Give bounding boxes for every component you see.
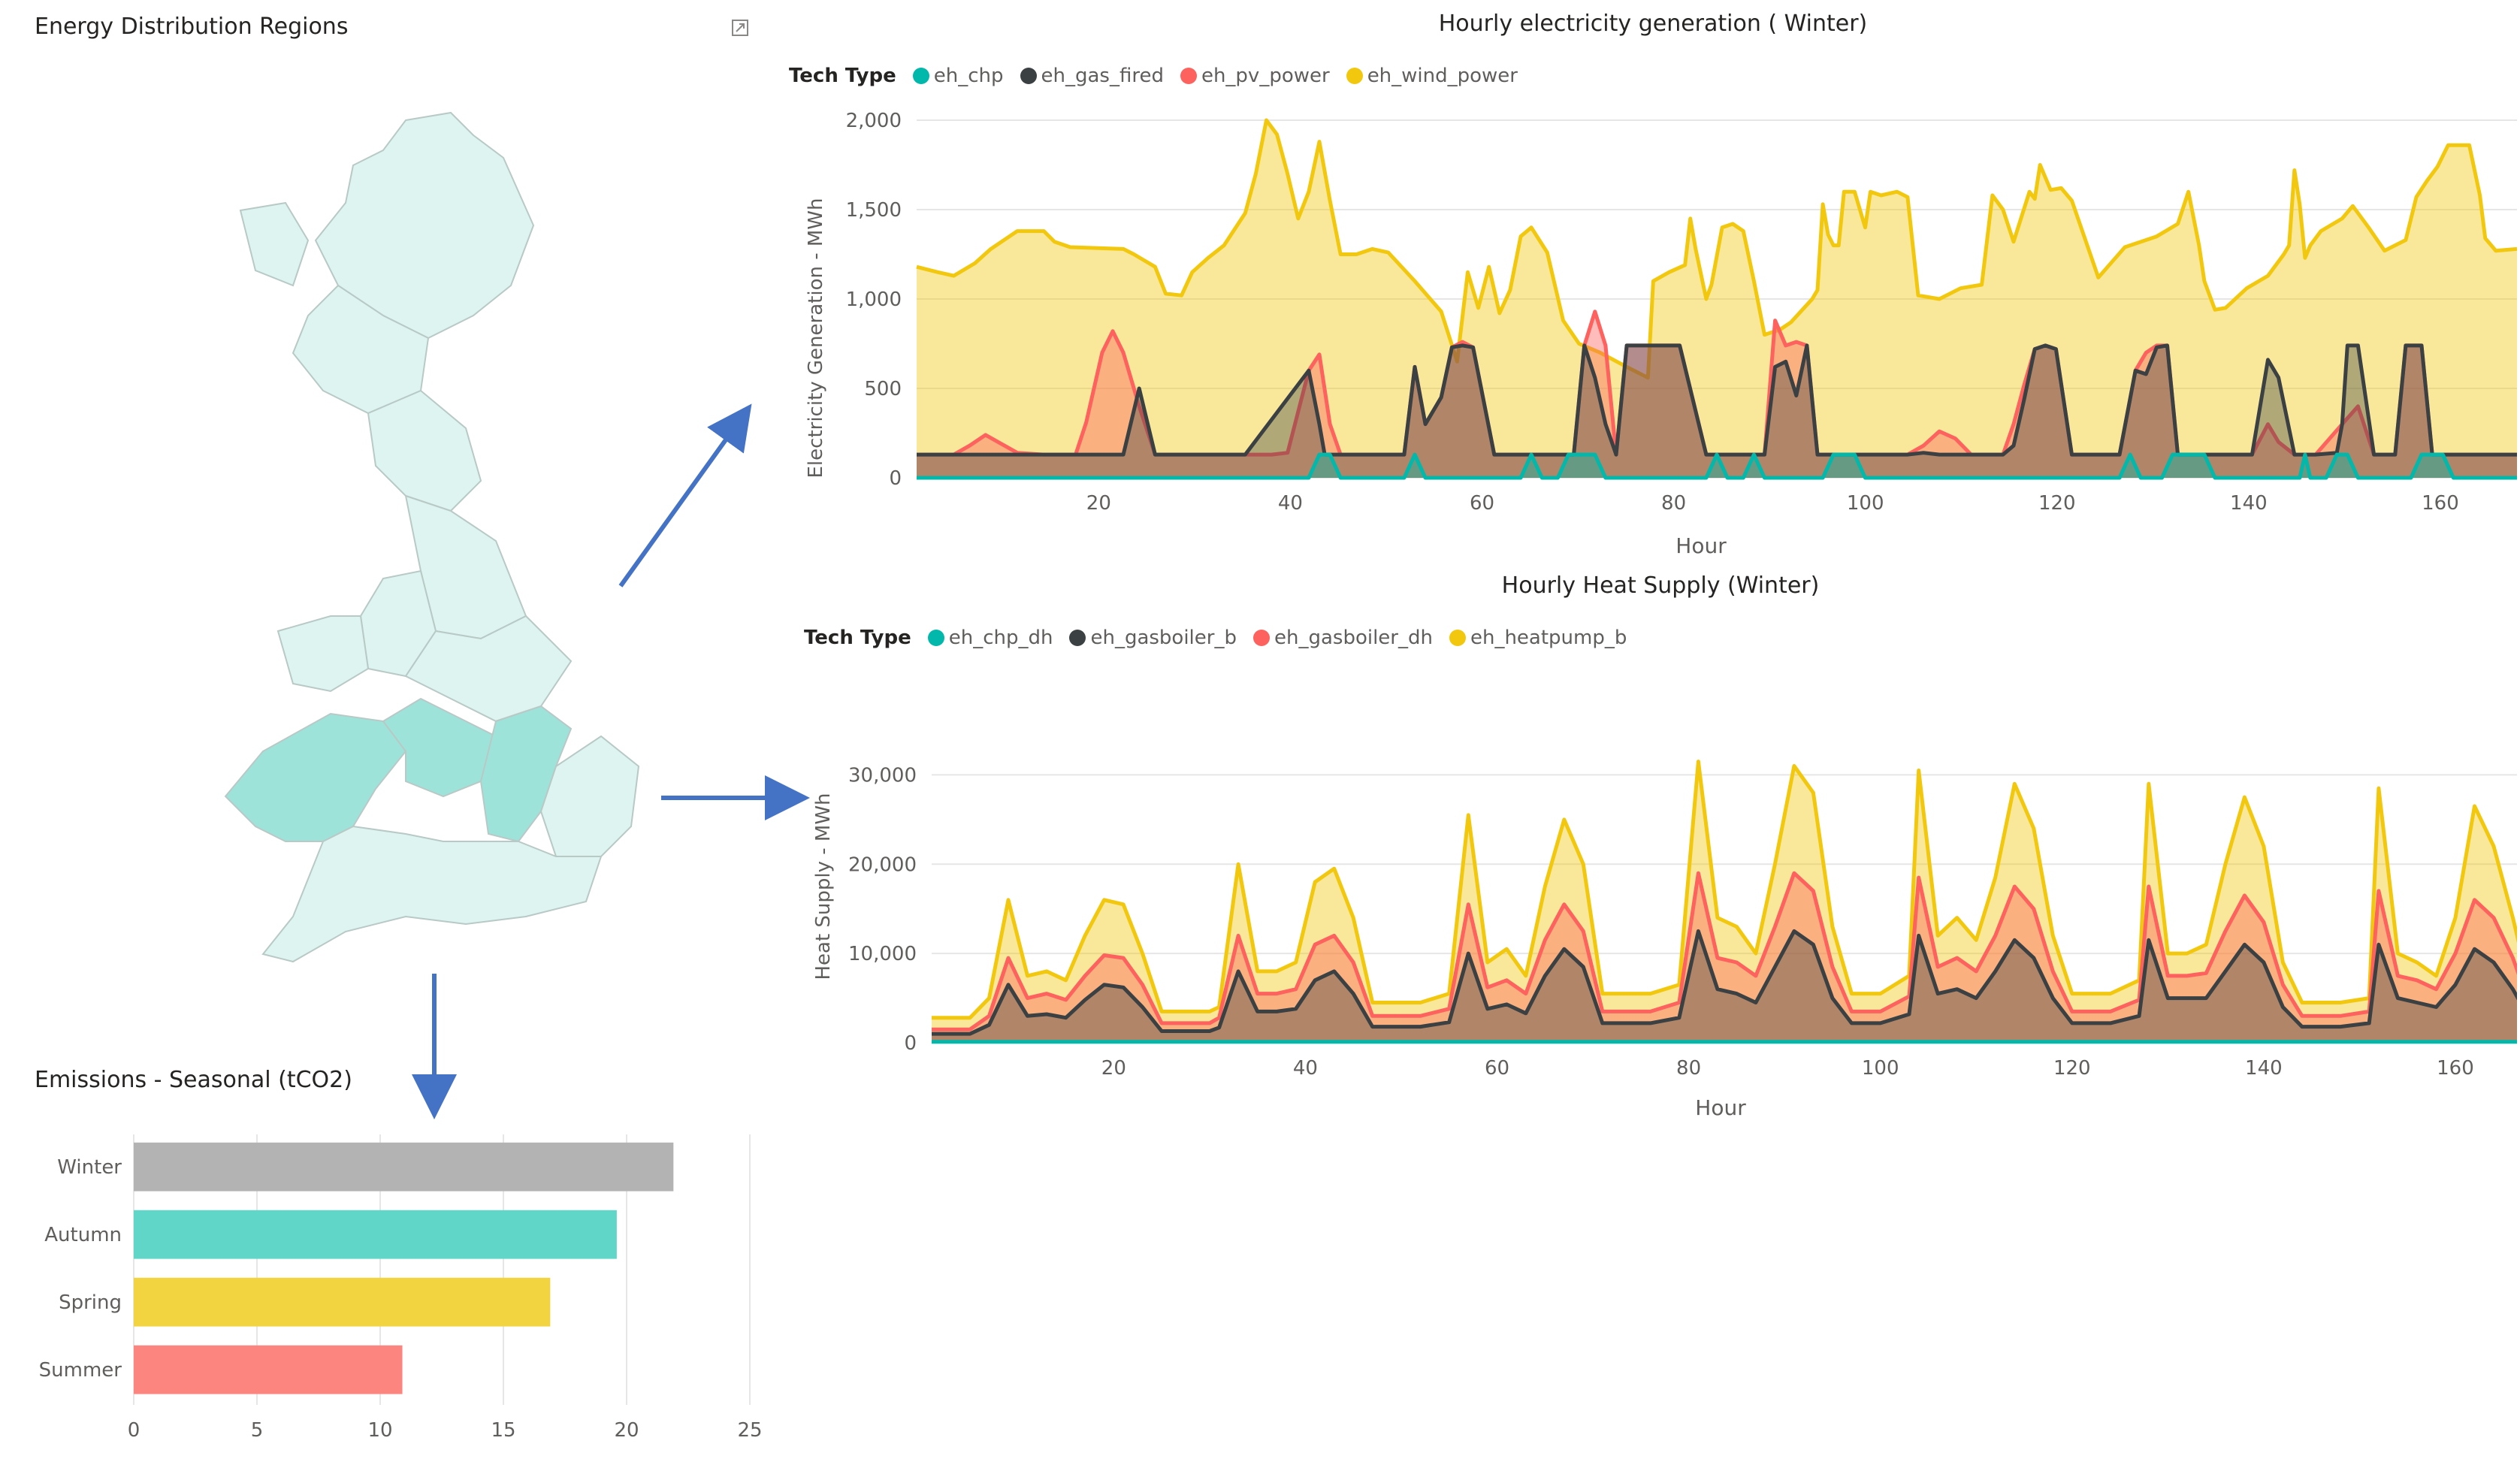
x-tick-label: 100 [1862, 1057, 1899, 1080]
electricity-legend: Tech Type eh_chp eh_gas_fired eh_pv_power e… [789, 65, 1518, 87]
legend-label: eh_gas_fired [1041, 65, 1164, 87]
bar-autumn[interactable] [134, 1210, 617, 1259]
area-eh-gasboiler-b[interactable] [932, 931, 2517, 1043]
category-label: Spring [59, 1291, 122, 1314]
legend-dot-icon [1449, 630, 1466, 646]
category-label: Winter [57, 1156, 122, 1179]
x-tick-label: 120 [2038, 492, 2076, 515]
line-eh-heatpump-b[interactable] [932, 760, 2517, 1020]
x-tick-label: 15 [491, 1419, 515, 1442]
x-tick-label: 60 [1485, 1057, 1509, 1080]
line-eh-gasboiler-dh[interactable] [932, 871, 2517, 1031]
electricity-ylabel: Electricity Generation - MWh [805, 198, 827, 479]
map-region-south-wales[interactable] [224, 712, 407, 842]
x-tick-label: 25 [737, 1419, 762, 1442]
legend-label: eh_pv_power [1201, 65, 1330, 87]
legend-item-eh-chp-dh[interactable]: eh_chp_dh [927, 627, 1053, 649]
legend-item-eh-wind-power[interactable]: eh_wind_power [1346, 65, 1518, 87]
map-region-east-anglia[interactable] [539, 735, 640, 857]
line-eh-chp[interactable] [917, 452, 2517, 480]
area-eh-wind-power[interactable] [917, 120, 2517, 478]
legend-label: eh_chp_dh [948, 627, 1053, 649]
legend-dot-icon [912, 68, 929, 84]
line-eh-wind-power[interactable] [916, 118, 2517, 380]
legend-dot-icon [1346, 68, 1363, 84]
legend-label: eh_gasboiler_dh [1274, 627, 1433, 649]
y-tick-label: 1,000 [846, 288, 902, 311]
map-panel-title: Energy Distribution Regions [35, 14, 349, 40]
x-tick-label: 0 [128, 1419, 141, 1442]
legend-label: eh_heatpump_b [1470, 627, 1627, 649]
bar-spring[interactable] [134, 1277, 551, 1327]
x-tick-label: 160 [2422, 492, 2459, 515]
legend-item-eh-pv-power[interactable]: eh_pv_power [1180, 65, 1330, 87]
map-region-islands[interactable] [239, 201, 310, 287]
y-tick-label: 2,000 [846, 110, 902, 132]
area-eh-pv-power[interactable] [917, 311, 2517, 478]
category-label: Summer [39, 1359, 122, 1382]
legend-dot-icon [1180, 68, 1197, 84]
map-region-north-england[interactable] [367, 389, 482, 512]
x-tick-label: 140 [2245, 1057, 2283, 1080]
x-tick-label: 80 [1661, 492, 1686, 515]
category-label: Autumn [44, 1224, 122, 1246]
y-tick-label: 0 [904, 1032, 917, 1055]
heat-legend-title: Tech Type [804, 627, 911, 649]
bar-winter[interactable] [134, 1142, 674, 1192]
emissions-bar-chart[interactable]: 0 5 10 15 20 25 Winter Autumn Spring Summer [23, 1112, 789, 1472]
x-tick-label: 10 [367, 1419, 392, 1442]
x-tick-label: 20 [1101, 1057, 1126, 1080]
legend-item-eh-chp[interactable]: eh_chp [912, 65, 1004, 87]
legend-label: eh_chp [933, 65, 1004, 87]
bar-summer[interactable] [134, 1345, 403, 1394]
line-eh-gasboiler-b[interactable] [932, 929, 2517, 1036]
legend-label: eh_gasboiler_b [1090, 627, 1237, 649]
legend-item-eh-gasboiler-dh[interactable]: eh_gasboiler_dh [1252, 627, 1433, 649]
legend-label: eh_wind_power [1367, 65, 1518, 87]
area-eh-gas-fired[interactable] [917, 345, 2517, 478]
x-tick-label: 20 [614, 1419, 639, 1442]
x-tick-label: 60 [1470, 492, 1494, 515]
focus-mode-icon[interactable] [730, 18, 750, 38]
heat-legend: Tech Type eh_chp_dh eh_gasboiler_b eh_gasb… [804, 627, 1627, 649]
map-region-south[interactable] [261, 825, 603, 963]
line-eh-gas-fired[interactable] [917, 343, 2517, 457]
electricity-chart-title: Hourly electricity generation ( Winter) [1438, 11, 1868, 37]
legend-item-eh-heatpump-b[interactable]: eh_heatpump_b [1449, 627, 1627, 649]
legend-dot-icon [927, 630, 944, 646]
x-tick-label: 40 [1278, 492, 1303, 515]
x-tick-label: 140 [2230, 492, 2268, 515]
x-tick-label: 160 [2437, 1057, 2474, 1080]
y-tick-label: 500 [864, 378, 902, 400]
legend-dot-icon [1252, 630, 1270, 646]
legend-item-eh-gas-fired[interactable]: eh_gas_fired [1020, 65, 1164, 87]
x-tick-label: 80 [1676, 1057, 1701, 1080]
x-tick-label: 100 [1847, 492, 1884, 515]
y-tick-label: 10,000 [848, 943, 917, 965]
x-tick-label: 5 [251, 1419, 264, 1442]
area-eh-gasboiler-dh[interactable] [932, 873, 2517, 1043]
uk-region-map[interactable] [180, 90, 857, 992]
electricity-area-chart[interactable]: Electricity Generation - MWh Hour 0 500 1,… [789, 98, 2517, 594]
legend-item-eh-gasboiler-b[interactable]: eh_gasboiler_b [1069, 627, 1237, 649]
y-tick-label: 0 [889, 467, 902, 490]
heat-ylabel: Heat Supply - MWh [812, 793, 835, 980]
heat-chart-title: Hourly Heat Supply (Winter) [1501, 572, 1820, 599]
map-region-north-wales[interactable] [276, 615, 370, 693]
x-tick-label: 20 [1086, 492, 1111, 515]
x-tick-label: 120 [2053, 1057, 2091, 1080]
heat-area-chart[interactable]: Heat Supply - MWh Hour 0 10,000 20,000 30,0… [789, 661, 2517, 1142]
y-tick-label: 1,500 [846, 199, 902, 222]
y-tick-label: 30,000 [848, 764, 917, 787]
electricity-xlabel: Hour [1675, 533, 1727, 558]
y-tick-label: 20,000 [848, 853, 917, 876]
x-tick-label: 40 [1293, 1057, 1318, 1080]
heat-xlabel: Hour [1695, 1095, 1746, 1120]
legend-dot-icon [1069, 630, 1086, 646]
electricity-legend-title: Tech Type [789, 65, 896, 87]
emissions-panel-title: Emissions - Seasonal (tCO2) [35, 1067, 352, 1093]
legend-dot-icon [1020, 68, 1037, 84]
